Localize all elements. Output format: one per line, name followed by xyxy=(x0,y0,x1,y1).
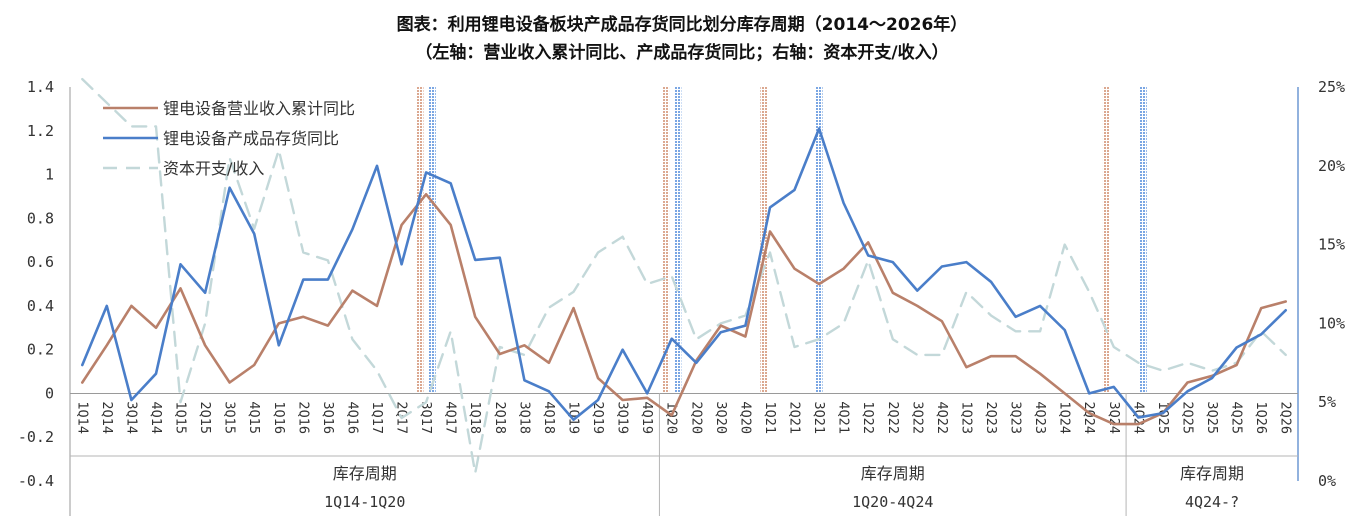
period-range: 4Q24-? xyxy=(1185,493,1239,511)
legend-label-revenue: 锂电设备营业收入累计同比 xyxy=(163,99,355,118)
inventory-marker-inventory-1 xyxy=(428,87,436,394)
x-tick-label: 3Q15 xyxy=(222,401,238,434)
x-tick-label: 4Q20 xyxy=(737,401,753,434)
period-labels: 库存周期 1Q14-1Q20 库存周期 1Q20-4Q24 库存周期 4Q24-? xyxy=(324,464,1244,511)
left-tick-label: 0.6 xyxy=(27,253,54,271)
x-tick-label: 1Q14 xyxy=(74,401,90,434)
x-tick-label: 2Q24 xyxy=(1081,401,1097,434)
x-tick-label: 2Q20 xyxy=(688,401,704,434)
x-tick-label: 4Q23 xyxy=(1032,401,1048,434)
period-label: 库存周期 xyxy=(1180,464,1244,483)
x-tick-label: 3Q24 xyxy=(1106,401,1122,434)
x-tick-label: 4Q14 xyxy=(148,401,164,434)
x-tick-label: 4Q18 xyxy=(541,401,557,434)
x-tick-label: 2Q16 xyxy=(295,401,311,434)
x-tick-label: 4Q21 xyxy=(836,401,852,434)
x-tick-label: 3Q14 xyxy=(123,401,139,434)
x-tick-label: 4Q22 xyxy=(934,401,950,434)
inventory-marker-revenue-2 xyxy=(662,87,670,394)
x-tick-label: 3Q17 xyxy=(418,401,434,434)
inventory-marker-inventory-3 xyxy=(674,87,682,394)
x-tick-label: 1Q22 xyxy=(860,401,876,434)
series-lines xyxy=(81,77,1287,475)
right-tick-label: 15% xyxy=(1318,236,1345,254)
inventory-marker-inventory-5 xyxy=(815,87,823,394)
legend-label-inventory: 锂电设备产成品存货同比 xyxy=(163,129,339,148)
left-axis-ticks: 1.4 1.2 1 0.8 0.6 0.4 0.2 0 -0.2 -0.4 xyxy=(18,78,54,490)
inventory-marker-revenue-0 xyxy=(416,87,424,394)
left-tick-label: 0.4 xyxy=(27,297,54,315)
x-tick-label: 4Q16 xyxy=(344,401,360,434)
x-tick-label: 2Q14 xyxy=(99,401,115,434)
inventory-marker-inventory-7 xyxy=(1139,87,1147,394)
x-tick-label: 1Q24 xyxy=(1057,401,1073,434)
right-tick-label: 0% xyxy=(1318,472,1336,490)
x-tick-label: 3Q18 xyxy=(516,401,532,434)
left-tick-label: 1.4 xyxy=(27,78,54,96)
x-tick-label: 1Q23 xyxy=(958,401,974,434)
x-tick-label: 2Q22 xyxy=(885,401,901,434)
x-tick-label: 4Q25 xyxy=(1229,401,1245,434)
left-tick-label: 0 xyxy=(45,384,54,402)
x-tick-label: 1Q18 xyxy=(467,401,483,434)
legend: 锂电设备营业收入累计同比 锂电设备产成品存货同比 资本开支/收入 xyxy=(103,99,355,178)
x-tick-label: 3Q21 xyxy=(811,401,827,434)
x-tick-label: 4Q19 xyxy=(639,401,655,434)
left-tick-label: 0.8 xyxy=(27,209,54,227)
x-axis-ticks: 1Q14 2Q14 3Q14 4Q14 1Q15 2Q15 3Q15 4Q15 1Q16 2Q16… xyxy=(74,401,1293,434)
x-tick-label: 3Q25 xyxy=(1204,401,1220,434)
left-tick-label: 1.2 xyxy=(27,122,54,140)
x-tick-label: 1Q26 xyxy=(1253,401,1269,434)
x-tick-label: 2Q18 xyxy=(492,401,508,434)
x-tick-label: 2Q19 xyxy=(590,401,606,434)
x-tick-label: 4Q15 xyxy=(246,401,262,434)
x-tick-label: 2Q15 xyxy=(197,401,213,434)
right-tick-label: 25% xyxy=(1318,78,1345,96)
x-tick-label: 1Q15 xyxy=(173,401,189,434)
left-tick-label: 0.2 xyxy=(27,341,54,359)
x-tick-label: 4Q17 xyxy=(443,401,459,434)
x-tick-label: 3Q23 xyxy=(1008,401,1024,434)
series-line-0 xyxy=(81,193,1287,426)
x-tick-label: 1Q16 xyxy=(271,401,287,434)
right-tick-label: 10% xyxy=(1318,314,1345,332)
x-tick-label: 2Q26 xyxy=(1278,401,1294,434)
x-tick-label: 2Q21 xyxy=(787,401,803,434)
x-tick-label: 3Q16 xyxy=(320,401,336,434)
x-tick-label: 3Q22 xyxy=(909,401,925,434)
axes xyxy=(69,87,1299,516)
period-range: 1Q14-1Q20 xyxy=(324,493,405,511)
period-range: 1Q20-4Q24 xyxy=(852,493,933,511)
left-tick-label: 1 xyxy=(45,166,54,184)
x-tick-label: 3Q20 xyxy=(713,401,729,434)
right-tick-label: 5% xyxy=(1318,393,1336,411)
inventory-marker-revenue-6 xyxy=(1102,87,1110,394)
x-tick-label: 2Q25 xyxy=(1179,401,1195,434)
left-tick-label: -0.4 xyxy=(18,472,54,490)
x-tick-label: 1Q17 xyxy=(369,401,385,434)
right-tick-label: 20% xyxy=(1318,157,1345,175)
x-tick-label: 1Q21 xyxy=(762,401,778,434)
series-line-1 xyxy=(81,127,1287,422)
x-tick-label: 2Q23 xyxy=(983,401,999,434)
left-tick-label: -0.2 xyxy=(18,428,54,446)
x-tick-label: 1Q20 xyxy=(664,401,680,434)
chart-title: 图表：利用锂电设备板块产成品存货同比划分库存周期（2014～2026年） xyxy=(397,14,968,35)
period-label: 库存周期 xyxy=(333,464,397,483)
series-line-2 xyxy=(81,77,1287,475)
chart-subtitle: （左轴：营业收入累计同比、产成品存货同比；右轴：资本开支/收入） xyxy=(415,42,948,63)
x-tick-label: 3Q19 xyxy=(615,401,631,434)
right-axis-ticks: 25% 20% 15% 10% 5% 0% xyxy=(1318,78,1345,490)
period-label: 库存周期 xyxy=(861,464,925,483)
legend-label-capex: 资本开支/收入 xyxy=(163,159,264,178)
